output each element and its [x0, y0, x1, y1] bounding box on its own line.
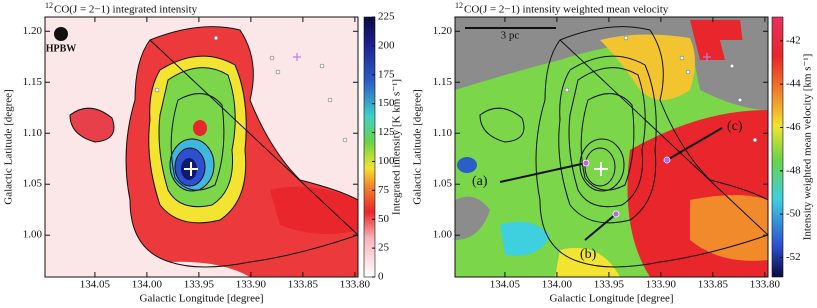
x-tick-label: 133.90 — [236, 279, 267, 291]
colorbar-tick-label: -52 — [786, 251, 801, 263]
colorbar-tick-label: -48 — [786, 164, 801, 176]
plot-frame — [44, 16, 359, 278]
y-tick-label: 1.05 — [23, 178, 43, 190]
annotation: (b) — [580, 247, 597, 262]
colorbar-tick-label: -44 — [786, 78, 801, 90]
y-tick-label: 1.15 — [23, 76, 43, 88]
x-tick-label: 134.00 — [132, 279, 163, 291]
colorbar-tick-label: 0 — [378, 271, 384, 283]
colorbar-tick-label: 125 — [378, 126, 395, 138]
colorbar — [771, 16, 784, 278]
chart-title: CO(J = 2−1) intensity weighted mean velo… — [464, 4, 669, 16]
plot-frame — [454, 16, 769, 278]
y-tick-label: 1.15 — [433, 76, 453, 88]
colorbar-tick-label: -46 — [786, 121, 801, 133]
y-tick-label: 1.00 — [433, 229, 453, 241]
y-tick-label: 1.05 — [433, 178, 453, 190]
annotation: (a) — [472, 174, 488, 189]
y-axis-label: Galactic Latitude [degree] — [3, 89, 15, 204]
annotation: (c) — [727, 119, 743, 134]
colorbar-label: Integrated intensity [K km s⁻¹] — [391, 79, 403, 215]
y-tick-label: 1.10 — [433, 127, 453, 139]
x-axis-label: Galactic Longitude [degree] — [550, 293, 674, 305]
colorbar-tick-label: 50 — [378, 213, 390, 225]
y-tick-label: 1.20 — [433, 25, 453, 37]
annotation: 3 pc — [501, 30, 520, 42]
x-tick-label: 133.95 — [184, 279, 215, 291]
title-prefix: 12 — [455, 1, 463, 10]
colorbar-tick-label: -50 — [786, 208, 801, 220]
colorbar-label: Intensity weighted mean velocity [km s⁻¹… — [802, 54, 814, 241]
x-tick-label: 133.80 — [750, 279, 781, 291]
x-tick-label: 134.00 — [542, 279, 573, 291]
colorbar-tick-label: 25 — [378, 242, 390, 254]
chart-title: CO(J = 2−1) integrated intensity — [54, 4, 198, 16]
x-tick-label: 133.90 — [646, 279, 677, 291]
colorbar-tick-label: 200 — [378, 39, 395, 51]
x-tick-label: 133.95 — [594, 279, 625, 291]
colorbar-tick-label: -42 — [786, 34, 801, 46]
intensity-map — [45, 17, 358, 277]
x-tick-label: 133.80 — [340, 279, 371, 291]
colorbar-tick-label: 75 — [378, 184, 390, 196]
colorbar-tick-label: 175 — [378, 68, 395, 80]
colorbar-tick-label: 150 — [378, 97, 395, 109]
y-tick-label: 1.00 — [23, 229, 43, 241]
x-tick-label: 134.05 — [80, 279, 111, 291]
colorbar-tick-label: 100 — [378, 155, 395, 167]
colorbar — [363, 16, 376, 278]
y-tick-label: 1.20 — [23, 25, 43, 37]
y-axis-label: Galactic Latitude [degree] — [412, 89, 424, 204]
x-tick-label: 133.85 — [698, 279, 729, 291]
annotation: HPBW — [46, 43, 77, 54]
colorbar-tick-label: 225 — [378, 11, 395, 23]
x-axis-label: Galactic Longitude [degree] — [140, 293, 264, 305]
velocity-map — [455, 17, 768, 277]
x-tick-label: 134.05 — [490, 279, 521, 291]
x-tick-label: 133.85 — [288, 279, 319, 291]
y-tick-label: 1.10 — [23, 127, 43, 139]
title-prefix: 12 — [45, 1, 53, 10]
